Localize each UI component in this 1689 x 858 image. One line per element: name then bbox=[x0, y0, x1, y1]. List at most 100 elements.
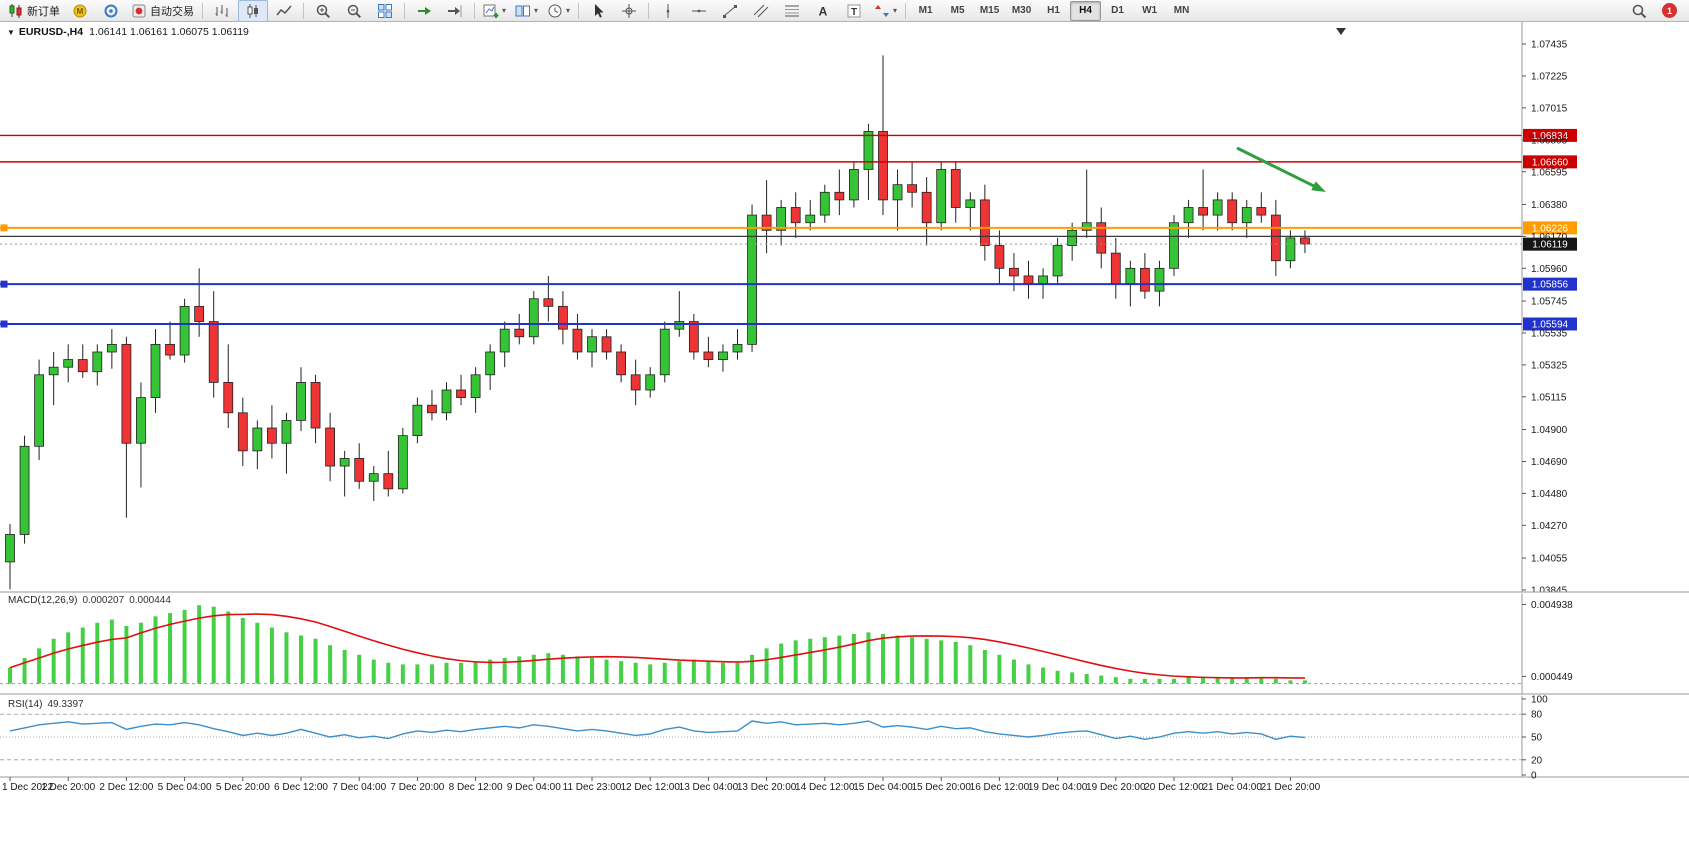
support-line-1-edge-marker[interactable] bbox=[0, 280, 8, 288]
profiles-button[interactable]: ▾ bbox=[511, 0, 542, 22]
resistance-line-1-price-label bbox=[1523, 128, 1577, 142]
notification-badge[interactable]: 1 bbox=[1662, 3, 1677, 18]
community-icon: M bbox=[72, 3, 88, 19]
macd-bar bbox=[284, 632, 289, 684]
autotrading-button[interactable]: 自动交易 bbox=[127, 0, 198, 22]
virtual-hosting-button[interactable] bbox=[96, 0, 126, 22]
arrows-button[interactable]: ▾ bbox=[870, 0, 901, 22]
trend-arrow-head[interactable] bbox=[1311, 181, 1326, 192]
price-axis[interactable]: 1.07435 1.07225 1.07015 1.06805 1.06595 1.063… bbox=[1522, 40, 1568, 597]
hosting-icon bbox=[103, 3, 119, 19]
zoom-out-button[interactable] bbox=[339, 0, 369, 22]
time-tick-label: 21 Dec 20:00 bbox=[1261, 782, 1321, 793]
new-chart-button[interactable]: ▾ bbox=[479, 0, 510, 22]
candle-body bbox=[237, 412, 248, 452]
candle-body bbox=[427, 404, 437, 414]
macd-bar bbox=[1172, 678, 1176, 684]
zoom-in-button[interactable] bbox=[308, 0, 338, 22]
resistance-line-1-price-text: 1.06834 bbox=[1532, 131, 1569, 142]
toolbar-right: 1 bbox=[1624, 0, 1685, 22]
chart-canvas[interactable]: 1.06834 1.06660 1.06226 1.05856 1.05594 1.061… bbox=[0, 22, 1689, 858]
candle-body bbox=[936, 169, 947, 224]
profiles-icon bbox=[515, 3, 531, 19]
chart-shift-button[interactable] bbox=[440, 0, 470, 22]
timeframe-mn[interactable]: MN bbox=[1173, 5, 1190, 16]
candle-body bbox=[718, 351, 728, 360]
toolbar-separator bbox=[474, 2, 475, 19]
macd-bar bbox=[982, 649, 987, 684]
macd-bar bbox=[51, 638, 56, 684]
candle-body bbox=[470, 374, 481, 399]
candle-body bbox=[892, 184, 903, 201]
macd-bar bbox=[546, 653, 551, 684]
fibonacci-button[interactable] bbox=[777, 0, 807, 22]
collapse-arrow-icon[interactable]: ▼ bbox=[7, 28, 15, 37]
candle-body bbox=[921, 191, 932, 224]
support-line-2-price-label bbox=[1523, 317, 1577, 331]
auto-scroll-button[interactable] bbox=[409, 0, 439, 22]
candle-body bbox=[121, 343, 132, 444]
candle-body bbox=[1285, 237, 1296, 262]
candlestick-button[interactable] bbox=[238, 0, 268, 22]
macd-bar bbox=[691, 659, 696, 684]
candle-body bbox=[368, 473, 379, 482]
candle-body bbox=[747, 214, 757, 345]
candle-body bbox=[19, 445, 30, 535]
support-line-2-price-text: 1.05594 bbox=[1532, 319, 1569, 330]
mql-community-button[interactable]: M bbox=[65, 0, 95, 22]
timeframe-h1[interactable]: H1 bbox=[1047, 5, 1060, 16]
timeframe-d1[interactable]: D1 bbox=[1111, 5, 1124, 16]
timeframe-h4[interactable]: H4 bbox=[1070, 0, 1102, 21]
support-line-1-price-text: 1.05856 bbox=[1532, 280, 1569, 291]
chart-shift-marker[interactable] bbox=[1336, 28, 1346, 35]
toolbar-separator bbox=[648, 2, 650, 19]
macd-value-2: 0.000444 bbox=[129, 595, 171, 606]
candle-body bbox=[208, 321, 219, 383]
chevron-down-icon: ▾ bbox=[502, 5, 507, 15]
price-tick-label: 1.05325 bbox=[1531, 360, 1568, 371]
new-order-button[interactable]: 新订单 bbox=[4, 0, 64, 22]
timeframe-w1[interactable]: W1 bbox=[1142, 5, 1158, 16]
macd-bar bbox=[1142, 678, 1147, 684]
time-tick-label: 2 Dec 12:00 bbox=[99, 782, 153, 793]
vertical-line-button[interactable] bbox=[653, 0, 683, 22]
price-tick-label: 1.04270 bbox=[1531, 521, 1568, 532]
price-tick-label: 1.05115 bbox=[1531, 392, 1567, 403]
text-button[interactable]: A bbox=[808, 0, 838, 22]
rsi-indicator-label: RSI(14) 49.3397 bbox=[8, 699, 89, 710]
horizontal-line-button[interactable] bbox=[684, 0, 714, 22]
search-button[interactable] bbox=[1624, 0, 1654, 22]
timeframe-m15[interactable]: M15 bbox=[979, 5, 1000, 16]
pivot-line-edge-marker[interactable] bbox=[0, 224, 8, 232]
label-button[interactable]: T bbox=[839, 0, 869, 22]
candle-body bbox=[761, 214, 772, 231]
cursor-button[interactable] bbox=[583, 0, 613, 22]
macd-bar bbox=[357, 654, 362, 684]
macd-bar bbox=[182, 609, 187, 684]
macd-bar bbox=[109, 619, 114, 684]
tile-windows-button[interactable] bbox=[370, 0, 400, 22]
time-tick-label: 1 Dec 20:00 bbox=[41, 782, 95, 793]
timeframe-m30[interactable]: M30 bbox=[1011, 5, 1032, 16]
candle-body bbox=[1154, 267, 1165, 292]
crosshair-button[interactable] bbox=[614, 0, 644, 22]
candle-body bbox=[950, 169, 961, 208]
candle-body bbox=[601, 336, 612, 353]
candle-body bbox=[863, 131, 874, 170]
timeframe-m5[interactable]: M5 bbox=[950, 5, 965, 16]
toolbar-separator bbox=[202, 2, 203, 19]
equidistant-channel-button[interactable] bbox=[746, 0, 776, 22]
macd-bar bbox=[808, 638, 813, 684]
period-button[interactable]: ▾ bbox=[543, 0, 574, 22]
macd-bar bbox=[793, 640, 798, 684]
trend-arrow-annotation[interactable] bbox=[1236, 146, 1318, 189]
bar-chart-button[interactable] bbox=[207, 0, 237, 22]
trendline-button[interactable] bbox=[715, 0, 745, 22]
price-tick-label: 1.06380 bbox=[1531, 200, 1568, 211]
line-chart-button[interactable] bbox=[269, 0, 299, 22]
time-tick-label: 19 Dec 04:00 bbox=[1028, 782, 1088, 793]
timeframe-m1[interactable]: M1 bbox=[918, 5, 933, 16]
support-line-2-edge-marker[interactable] bbox=[0, 320, 8, 328]
